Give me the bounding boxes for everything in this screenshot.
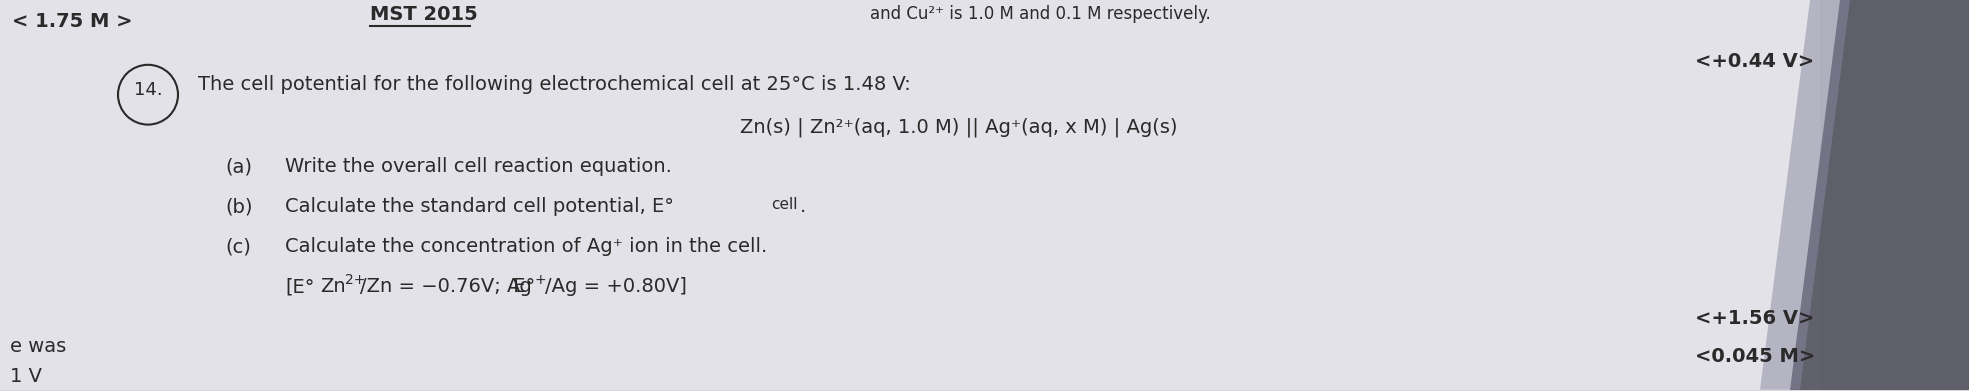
Text: 14.: 14. [134,81,161,99]
Text: (c): (c) [224,237,250,256]
Text: e was: e was [10,337,67,356]
Text: (b): (b) [224,197,252,216]
Text: cell: cell [772,197,797,212]
Text: and Cu²⁺ is 1.0 M and 0.1 M respectively.: and Cu²⁺ is 1.0 M and 0.1 M respectively… [870,5,1211,23]
Text: /Zn = −0.76V;  E°: /Zn = −0.76V; E° [360,277,536,296]
Text: MST 2015: MST 2015 [370,5,478,24]
Text: <+0.44 V>: <+0.44 V> [1695,52,1813,71]
Text: [E°: [E° [286,277,315,296]
Polygon shape [1760,0,1851,390]
Polygon shape [1790,0,1969,390]
Text: Calculate the standard cell potential, E°: Calculate the standard cell potential, E… [286,197,673,216]
Text: Ag: Ag [506,277,534,296]
Text: <+1.56 V>: <+1.56 V> [1695,309,1813,328]
Text: Zn(s) | Zn²⁺(aq, 1.0 M) || Ag⁺(aq, x M) | Ag(s): Zn(s) | Zn²⁺(aq, 1.0 M) || Ag⁺(aq, x M) … [740,118,1177,137]
Text: (a): (a) [224,158,252,176]
Text: < 1.75 M >: < 1.75 M > [12,12,132,31]
Text: +: + [534,273,545,287]
Text: The cell potential for the following electrochemical cell at 25°C is 1.48 V:: The cell potential for the following ele… [199,75,912,94]
Circle shape [118,65,177,125]
Text: Zn: Zn [321,277,347,296]
FancyBboxPatch shape [0,0,1819,390]
Text: Calculate the concentration of Ag⁺ ion in the cell.: Calculate the concentration of Ag⁺ ion i… [286,237,768,256]
Text: <0.045 M>: <0.045 M> [1695,347,1815,366]
Text: /Ag = +0.80V]: /Ag = +0.80V] [545,277,687,296]
Text: Write the overall cell reaction equation.: Write the overall cell reaction equation… [286,158,671,176]
Text: 1 V: 1 V [10,367,41,386]
Text: .: . [799,197,805,216]
Text: 2+: 2+ [345,273,366,287]
